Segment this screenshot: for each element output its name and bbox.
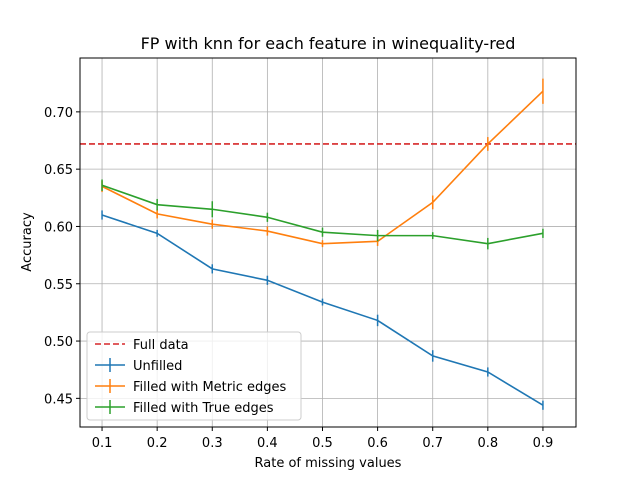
y-tick-label: 0.55 bbox=[44, 278, 73, 293]
x-axis: 0.1 0.2 0.3 0.4 0.5 0.6 0.7 0.8 0.9 bbox=[92, 427, 554, 451]
axes-frame bbox=[79, 57, 577, 428]
y-axis: 0.45 0.50 0.55 0.60 0.65 0.70 bbox=[44, 106, 80, 407]
legend-label: Filled with True edges bbox=[133, 401, 274, 416]
legend-label: Full data bbox=[133, 338, 189, 353]
legend-label: Unfilled bbox=[133, 359, 182, 374]
y-axis-label: Accuracy bbox=[20, 212, 35, 272]
y-tick-label: 0.45 bbox=[44, 392, 73, 407]
x-tick-label: 0.2 bbox=[147, 436, 168, 451]
legend: Full data Unfilled Filled with Metric edge… bbox=[86, 331, 302, 421]
x-tick-label: 0.6 bbox=[367, 436, 388, 451]
y-tick-label: 0.60 bbox=[44, 220, 73, 235]
x-tick-label: 0.5 bbox=[312, 436, 333, 451]
y-tick-label: 0.70 bbox=[44, 106, 73, 121]
x-axis-label: Rate of missing values bbox=[255, 456, 402, 471]
chart-title: FP with knn for each feature in winequal… bbox=[141, 34, 516, 53]
grid bbox=[80, 58, 576, 427]
x-tick-label: 0.3 bbox=[202, 436, 223, 451]
y-tick-label: 0.50 bbox=[44, 335, 73, 350]
x-tick-label: 0.1 bbox=[92, 436, 113, 451]
x-tick-label: 0.4 bbox=[257, 436, 278, 451]
x-tick-label: 0.8 bbox=[477, 436, 498, 451]
plot-area bbox=[80, 78, 576, 410]
y-tick-label: 0.65 bbox=[44, 163, 73, 178]
x-tick-label: 0.7 bbox=[422, 436, 443, 451]
legend-box bbox=[86, 331, 302, 421]
legend-label: Filled with Metric edges bbox=[133, 380, 287, 395]
x-tick-label: 0.9 bbox=[533, 436, 554, 451]
